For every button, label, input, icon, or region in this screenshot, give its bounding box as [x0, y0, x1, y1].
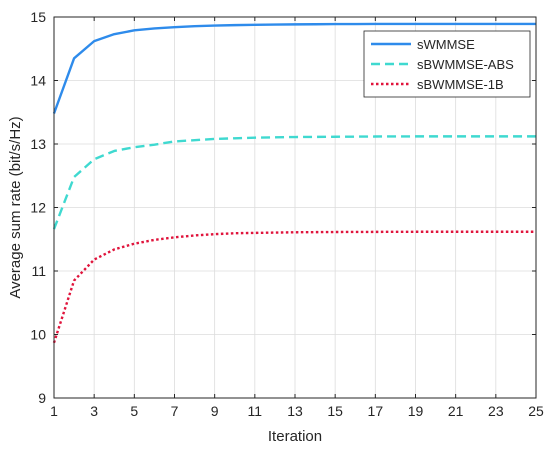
x-tick-label: 23	[488, 403, 504, 419]
x-tick-label: 5	[130, 403, 138, 419]
x-tick-label: 9	[211, 403, 219, 419]
series-lines	[52, 22, 536, 344]
y-tick-label: 12	[30, 200, 46, 216]
x-tick-labels: 1 3 5 7 9 11 13 15 17 19 21 23 25	[50, 403, 544, 419]
axis-ticks	[53, 16, 537, 399]
x-tick-label: 3	[90, 403, 98, 419]
series-line-2	[52, 135, 536, 230]
x-tick-label: 13	[287, 403, 303, 419]
legend: sWMMSE sBWMMSE-ABS sBWMMSE-1B	[363, 30, 531, 98]
legend-label-1: sWMMSE	[417, 37, 475, 52]
y-tick-label: 9	[38, 390, 46, 406]
y-tick-label: 10	[30, 327, 46, 343]
x-tick-label: 7	[171, 403, 179, 419]
y-axis-label: Average sum rate (bit/s/Hz)	[7, 116, 24, 298]
series-line-1	[52, 22, 536, 114]
x-tick-label: 1	[50, 403, 58, 419]
y-tick-label: 13	[30, 136, 46, 152]
legend-label-3: sBWMMSE-1B	[417, 77, 504, 92]
x-tick-label: 25	[528, 403, 544, 419]
grid-lines	[53, 16, 537, 399]
x-tick-label: 11	[248, 403, 263, 419]
x-tick-label: 21	[448, 403, 464, 419]
y-tick-label: 11	[31, 263, 46, 279]
y-tick-label: 14	[30, 73, 46, 89]
x-tick-label: 19	[408, 403, 424, 419]
x-tick-label: 15	[327, 403, 343, 419]
y-tick-labels: 9 10 11 12 13 14 15	[30, 9, 46, 406]
legend-label-2: sBWMMSE-ABS	[417, 57, 514, 72]
y-tick-label: 15	[30, 9, 46, 25]
x-tick-label: 17	[368, 403, 384, 419]
x-axis-label: Iteration	[268, 428, 322, 445]
